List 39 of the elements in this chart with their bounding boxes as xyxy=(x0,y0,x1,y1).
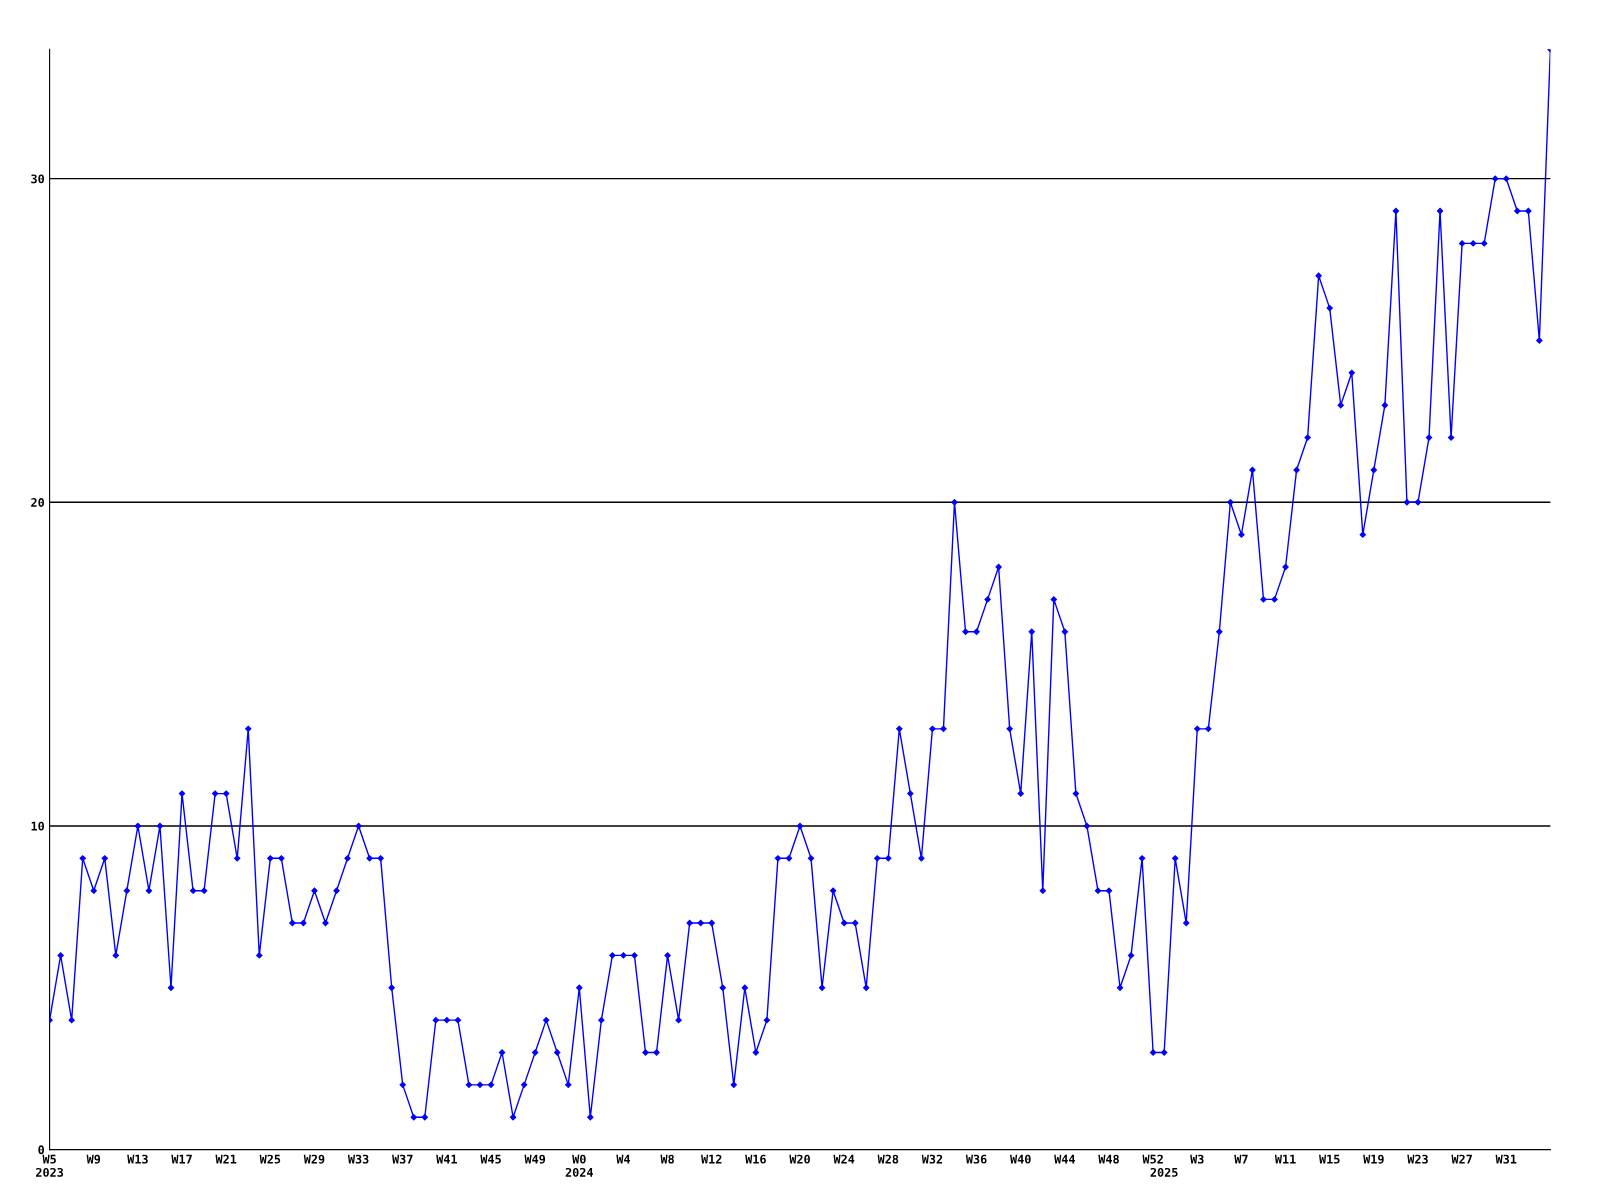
y-tick-label: 20 xyxy=(31,498,45,507)
y-tick-label: 30 xyxy=(31,174,45,184)
x-tick-label: W29 xyxy=(303,1154,325,1164)
x-tick-label: W31 xyxy=(1495,1154,1517,1164)
x-tick-label: W9 xyxy=(86,1154,101,1164)
x-tick-label: W37 xyxy=(392,1154,413,1164)
x-tick-label: W27 xyxy=(1451,1154,1472,1164)
x-tick-label: W41 xyxy=(436,1154,457,1164)
y-tick-label: 10 xyxy=(31,821,45,831)
x-tick-label: W45 xyxy=(480,1154,501,1164)
x-tick-label: W8 xyxy=(660,1154,674,1164)
x-tick-label: W13 xyxy=(127,1154,148,1164)
x-tick-label: W28 xyxy=(877,1154,899,1164)
x-tick-label: W52 xyxy=(1142,1154,1163,1164)
x-tick-label: W33 xyxy=(347,1154,369,1164)
y-tick-label: 0 xyxy=(38,1145,45,1155)
x-tick-label: W4 xyxy=(616,1154,631,1164)
x-tick-label: W19 xyxy=(1363,1154,1384,1164)
x-tick-label: W16 xyxy=(745,1154,766,1164)
x-tick-label: W25 xyxy=(259,1154,281,1164)
x-tick-label: W12 xyxy=(701,1154,722,1164)
x-tick-label: W36 xyxy=(965,1154,987,1164)
x-tick-label: W5 2023 xyxy=(36,1154,64,1177)
x-tick-label: W32 xyxy=(921,1154,943,1164)
x-tick-label: W20 xyxy=(789,1154,810,1164)
x-tick-label: W24 xyxy=(833,1154,855,1164)
x-tick-label: W3 xyxy=(1190,1154,1204,1164)
x-tick-label: W11 xyxy=(1274,1154,1296,1164)
x-tick-label: W48 xyxy=(1098,1154,1119,1164)
x-tick-label: W21 xyxy=(215,1154,237,1164)
x-tick-label: W40 xyxy=(1010,1154,1031,1164)
x-tick-label: W23 xyxy=(1407,1154,1428,1164)
x-tick-label: W0 2024 xyxy=(565,1154,593,1177)
x-tick-label: W7 xyxy=(1234,1154,1248,1164)
x-tick-label: W49 xyxy=(524,1154,546,1164)
x-tick-label: W44 xyxy=(1054,1154,1075,1164)
x-tick-label: W17 xyxy=(171,1154,192,1164)
x-tick-label: W15 xyxy=(1319,1154,1340,1164)
x-tick-label: 2025 xyxy=(1150,1167,1178,1177)
